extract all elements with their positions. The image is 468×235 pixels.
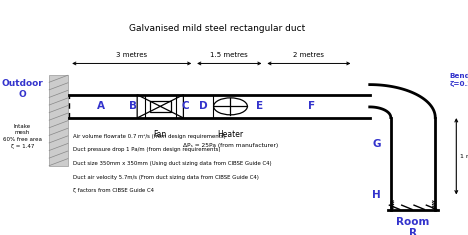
Text: 3 metres: 3 metres bbox=[116, 51, 147, 58]
Text: Intake
mesh
60% free area
ζ = 1.47: Intake mesh 60% free area ζ = 1.47 bbox=[3, 124, 42, 149]
Text: ΔPₛ = 25Pa (from manufacturer): ΔPₛ = 25Pa (from manufacturer) bbox=[183, 143, 278, 148]
Text: R: R bbox=[409, 228, 417, 235]
Text: Duct pressure drop 1 Pa/m (from design requirements): Duct pressure drop 1 Pa/m (from design r… bbox=[73, 147, 220, 153]
Text: A: A bbox=[96, 101, 105, 111]
Text: Bend
ζ=0.25: Bend ζ=0.25 bbox=[449, 73, 468, 87]
Text: 1 metre: 1 metre bbox=[460, 154, 468, 159]
Text: B: B bbox=[129, 101, 138, 111]
Bar bbox=[150, 101, 171, 112]
Text: Room: Room bbox=[396, 217, 430, 227]
Text: C: C bbox=[181, 101, 189, 111]
Text: H: H bbox=[373, 190, 381, 200]
Bar bbox=[49, 75, 68, 166]
Text: D: D bbox=[199, 101, 208, 111]
Text: Duct air velocity 5.7m/s (From duct sizing data from CIBSE Guide C4): Duct air velocity 5.7m/s (From duct sizi… bbox=[73, 175, 258, 180]
Text: Outdoor
O: Outdoor O bbox=[1, 79, 44, 99]
Text: 2 metres: 2 metres bbox=[293, 51, 324, 58]
Text: Galvanised mild steel rectangular duct: Galvanised mild steel rectangular duct bbox=[130, 24, 306, 33]
Text: ζ factors from CIBSE Guide C4: ζ factors from CIBSE Guide C4 bbox=[73, 188, 154, 193]
Text: 1.5 metres: 1.5 metres bbox=[211, 51, 248, 58]
Text: Heater: Heater bbox=[218, 130, 243, 139]
Text: Duct size 350mm x 350mm (Using duct sizing data from CIBSE Guide C4): Duct size 350mm x 350mm (Using duct sizi… bbox=[73, 161, 271, 166]
Text: F: F bbox=[307, 101, 315, 111]
Text: G: G bbox=[373, 139, 381, 149]
Text: E: E bbox=[256, 101, 263, 111]
Text: Air volume flowrate 0.7 m³/s (from design requirements): Air volume flowrate 0.7 m³/s (from desig… bbox=[73, 134, 225, 139]
Text: Fan: Fan bbox=[154, 130, 167, 139]
